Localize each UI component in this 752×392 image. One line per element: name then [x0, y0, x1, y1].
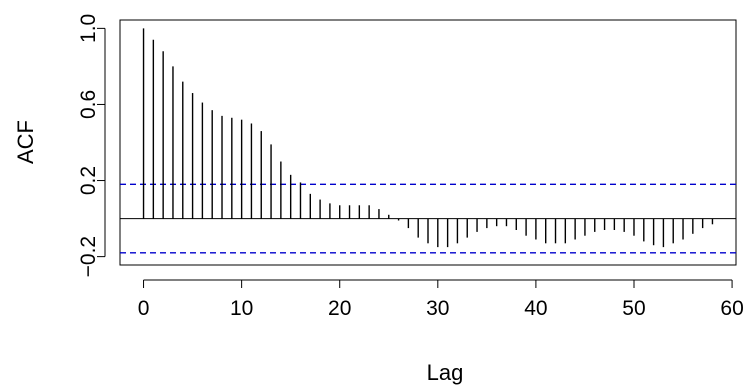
y-axis: −0.2 0.2 0.6 1.0: [77, 14, 106, 277]
x-tick-label: 0: [138, 297, 150, 320]
x-axis: 0 10 20 30 40 50 60: [138, 279, 744, 320]
x-tick-label: 30: [426, 297, 449, 320]
x-tick-label: 40: [524, 297, 547, 320]
y-tick-label: −0.2: [77, 236, 100, 277]
y-tick-label: 1.0: [77, 14, 100, 43]
y-axis-label: ACF: [13, 120, 38, 164]
plot-frame: [119, 19, 737, 266]
acf-bars: [142, 28, 714, 248]
x-tick-label: 50: [622, 297, 645, 320]
y-tick-label: 0.2: [77, 166, 100, 195]
y-tick-label: 0.6: [77, 90, 100, 119]
x-axis-label: Lag: [427, 360, 464, 385]
x-tick-label: 10: [230, 297, 253, 320]
x-tick-label: 20: [328, 297, 351, 320]
x-tick-label: 60: [720, 297, 743, 320]
